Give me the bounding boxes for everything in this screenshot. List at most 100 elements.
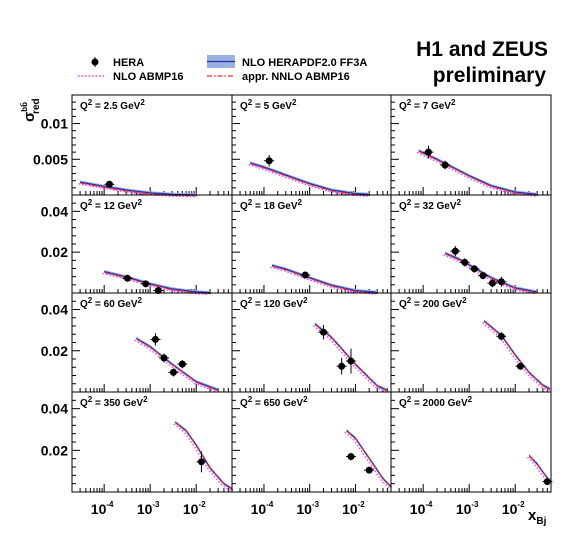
data-point xyxy=(154,287,162,295)
data-point xyxy=(451,247,459,255)
panel-7: Q2 = 60 GeV2 xyxy=(71,292,233,393)
y-tick-label: 0.02 xyxy=(41,343,68,359)
panel-9: Q2 = 200 GeV2 xyxy=(390,292,553,393)
panel-label: Q2 = 32 GeV2 xyxy=(399,198,462,212)
data-point xyxy=(441,161,449,169)
abmp-nlo-curve xyxy=(173,423,231,492)
herapdf-band xyxy=(136,336,219,392)
herapdf-curve xyxy=(483,320,552,391)
abmp-nlo-curve xyxy=(344,431,390,490)
data-point xyxy=(338,362,346,370)
x-tick-label: 10-3 xyxy=(137,500,160,517)
data-point xyxy=(142,280,150,288)
legend-nnlo-label: appr. NNLO ABMP16 xyxy=(242,71,350,83)
y-axis-label: σbb̄ red xyxy=(20,98,42,122)
abmp-nnlo-curve xyxy=(137,338,220,392)
data-point xyxy=(160,354,168,362)
panel-label: Q2 = 12 GeV2 xyxy=(80,198,143,212)
data-point xyxy=(497,278,505,286)
x-tick-label: 10-2 xyxy=(502,500,525,517)
abmp-nnlo-curve xyxy=(419,151,539,196)
y-tick-label: 0.04 xyxy=(41,302,68,318)
y-axis-label-sub: red xyxy=(31,98,42,114)
data-point xyxy=(497,332,505,340)
abmp-nlo-curve xyxy=(443,254,536,295)
panel-10: Q2 = 350 GeV2 xyxy=(71,391,234,493)
data-point xyxy=(461,258,469,266)
abmp-nnlo-curve xyxy=(529,456,553,484)
data-point xyxy=(178,360,186,368)
abmp-nlo-curve xyxy=(527,456,551,485)
data-point xyxy=(319,328,327,336)
data-point xyxy=(479,272,487,280)
x-axis-label-sub: Bj xyxy=(536,516,546,527)
panel-8: Q2 = 120 GeV2 xyxy=(231,292,392,393)
panel-11: Q2 = 650 GeV2 xyxy=(231,391,393,493)
panel-label: Q2 = 5 GeV2 xyxy=(240,98,297,112)
panel-label: Q2 = 7 GeV2 xyxy=(399,98,456,112)
x-axis-label-base: x xyxy=(528,507,537,524)
panel-6: Q2 = 32 GeV2 xyxy=(390,194,552,295)
data-point xyxy=(347,453,355,461)
herapdf-band xyxy=(175,420,232,491)
herapdf-curve xyxy=(79,181,197,196)
abmp-nnlo-curve xyxy=(445,253,539,294)
data-point xyxy=(347,357,355,365)
data-point xyxy=(151,335,159,343)
legend-band-label: NLO HERAPDF2.0 FF3A xyxy=(242,57,367,69)
abmp-nlo-curve xyxy=(482,322,550,392)
data-point xyxy=(265,157,273,165)
data-point xyxy=(123,274,131,282)
data-point xyxy=(105,180,113,188)
panel-label: Q2 = 60 GeV2 xyxy=(80,296,143,310)
data-point xyxy=(516,362,524,370)
chart-title-line-2: preliminary xyxy=(433,64,547,87)
panel-label: Q2 = 120 GeV2 xyxy=(240,296,308,310)
x-tick-label: 10-3 xyxy=(456,500,479,517)
data-point xyxy=(470,265,478,273)
data-point xyxy=(424,148,432,156)
panel-label: Q2 = 200 GeV2 xyxy=(399,296,467,310)
x-tick-label: 10-2 xyxy=(342,500,365,517)
panel-1: Q2 = 2.5 GeV2 xyxy=(71,94,233,198)
herapdf-band xyxy=(418,149,538,196)
panel-label: Q2 = 2000 GeV2 xyxy=(399,395,473,409)
abmp-nlo-curve xyxy=(134,339,217,393)
abmp-nnlo-curve xyxy=(484,321,553,391)
legend-hera-label: HERA xyxy=(113,57,144,69)
data-point xyxy=(488,279,496,287)
panel-label: Q2 = 350 GeV2 xyxy=(80,395,148,409)
data-point xyxy=(365,466,373,474)
abmp-nlo-curve xyxy=(416,151,536,197)
herapdf-band xyxy=(80,180,197,197)
y-tick-label: 0.04 xyxy=(41,401,68,417)
x-axis-label: xBj xyxy=(528,507,547,527)
x-tick-label: 10-4 xyxy=(410,500,433,517)
y-tick-label: 0.04 xyxy=(41,203,68,219)
legend: HERA NLO HERAPDF2.0 FF3A NLO ABMP16 appr… xyxy=(78,55,367,83)
herapdf-band xyxy=(250,161,370,196)
chart-title-line-1: H1 and ZEUS xyxy=(416,38,548,61)
x-tick-label: 10-4 xyxy=(91,500,114,517)
herapdf-curve xyxy=(250,162,370,195)
x-tick-label: 10-3 xyxy=(296,500,319,517)
y-tick-label: 0.02 xyxy=(41,442,68,458)
data-point xyxy=(169,368,177,376)
panel-label: Q2 = 650 GeV2 xyxy=(240,395,308,409)
abmp-nnlo-curve xyxy=(272,265,379,294)
y-tick-label: 0.01 xyxy=(41,116,68,132)
abmp-nnlo-curve xyxy=(315,324,389,392)
panel-grid: Q2 = 2.5 GeV2 Q2 = 5 GeV2 Q2 = 7 GeV2 Q2 = … xyxy=(33,94,553,517)
herapdf-band xyxy=(272,263,378,294)
herapdf-band xyxy=(445,251,538,294)
abmp-nnlo-curve xyxy=(347,431,393,489)
herapdf-curve xyxy=(271,264,378,293)
herapdf-curve xyxy=(418,150,538,195)
panel-2: Q2 = 5 GeV2 xyxy=(231,94,392,197)
panel-5: Q2 = 18 GeV2 xyxy=(231,194,392,295)
panel-label: Q2 = 2.5 GeV2 xyxy=(80,98,145,112)
abmp-nlo-curve xyxy=(312,325,387,393)
y-tick-label: 0.005 xyxy=(33,151,68,167)
data-point xyxy=(543,478,551,486)
